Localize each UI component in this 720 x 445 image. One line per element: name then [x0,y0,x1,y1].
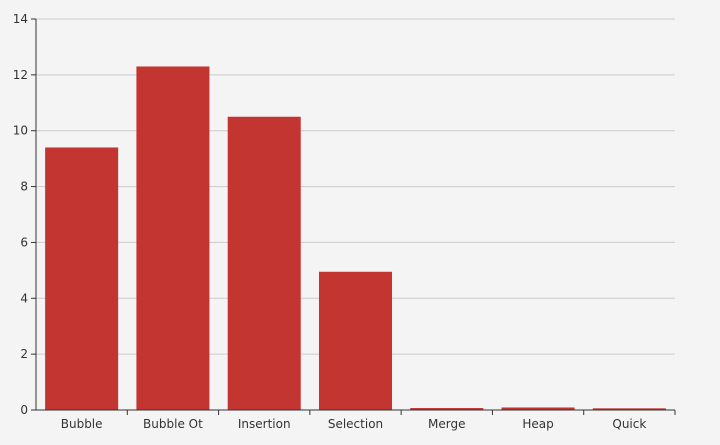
y-tick-label-6: 12 [13,68,28,82]
x-tick-label-2: Insertion [238,417,291,431]
bar-bubble-ot [136,66,210,410]
x-tick-label-1: Bubble Ot [143,417,203,431]
y-tick-label-7: 14 [13,12,28,26]
axes: 0 2 4 6 8 10 12 14 Bubble Bubble Ot Insertion Selec… [13,12,676,431]
y-tick-label-0: 0 [20,403,28,417]
x-tick-label-0: Bubble [61,417,103,431]
y-tick-label-4: 8 [20,180,28,194]
bar-quick [592,408,666,410]
y-tick-label-2: 4 [20,291,28,305]
bar-selection [318,271,393,410]
bar-merge [410,408,484,410]
bars [45,66,666,410]
y-tick-label-3: 6 [20,235,28,249]
x-tick-label-6: Quick [612,417,646,431]
bar-insertion [227,116,301,410]
bar-bubble [45,147,119,410]
y-tick-label-1: 2 [20,347,28,361]
bar-heap [501,407,575,410]
x-tick-label-4: Merge [428,417,465,431]
y-tick-label-5: 10 [13,124,28,138]
x-tick-label-5: Heap [522,417,553,431]
x-tick-label-3: Selection [328,417,383,431]
